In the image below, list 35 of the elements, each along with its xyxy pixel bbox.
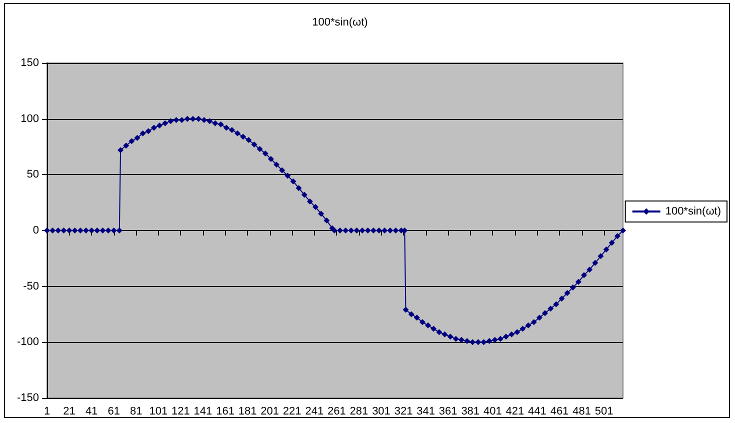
x-tick-label: 81: [130, 406, 142, 418]
x-tick-label: 441: [528, 406, 546, 418]
y-tick-label: -50: [23, 280, 39, 292]
x-tick-label: 241: [305, 406, 324, 418]
x-tick-label: 381: [461, 406, 480, 418]
y-tick-label: -150: [16, 392, 39, 404]
x-tick-label: 201: [260, 406, 280, 418]
x-tick-label: 61: [108, 406, 120, 418]
x-tick-label: 221: [282, 406, 302, 418]
x-tick-label: 301: [372, 406, 390, 418]
x-tick-label: 121: [172, 406, 190, 418]
x-tick-label: 501: [594, 406, 614, 418]
x-tick-label: 341: [416, 406, 435, 418]
y-tick-label: 0: [32, 224, 39, 236]
y-tick-label: 150: [20, 57, 39, 69]
x-tick-label: 21: [63, 406, 76, 418]
x-tick-label: 281: [350, 406, 368, 418]
x-tick-label: 101: [149, 406, 168, 418]
x-tick-label: 321: [394, 406, 413, 418]
y-tick-label: -100: [16, 336, 39, 348]
x-tick-label: 481: [572, 406, 591, 418]
x-tick-label: 161: [216, 406, 234, 418]
x-tick-label: 181: [238, 406, 257, 418]
y-tick-label: 50: [26, 168, 39, 181]
x-tick-label: 1: [44, 406, 50, 418]
x-tick-label: 401: [483, 406, 502, 418]
y-tick-label: 100: [20, 112, 39, 125]
x-tick-label: 421: [506, 406, 524, 418]
x-tick-label: 461: [550, 406, 569, 418]
legend-label: 100*sin(ωt): [665, 206, 722, 218]
x-tick-label: 41: [85, 406, 98, 418]
x-tick-label: 361: [438, 406, 458, 418]
x-tick-label: 141: [194, 406, 212, 418]
chart-title: 100*sin(ωt): [312, 16, 368, 28]
x-tick-label: 261: [327, 406, 346, 418]
